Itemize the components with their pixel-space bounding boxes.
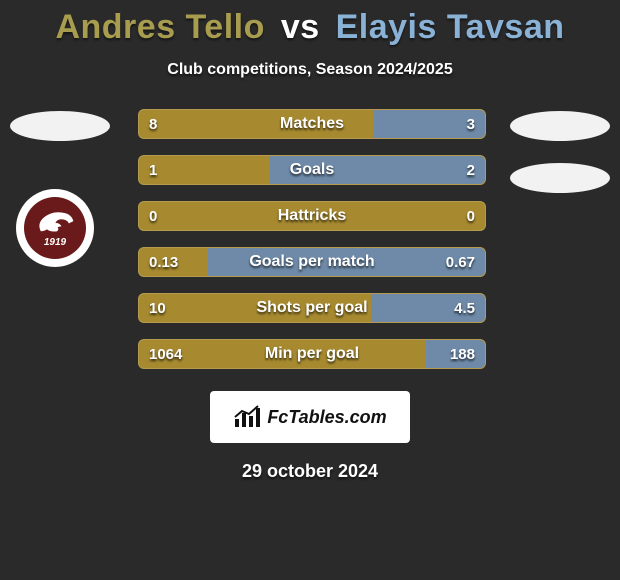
- date-label: 29 october 2024: [0, 461, 620, 482]
- stat-fill-right: [374, 110, 485, 138]
- title-player2: Elayis Tavsan: [336, 8, 565, 46]
- stat-row: 104.5Shots per goal: [138, 293, 486, 323]
- player2-avatar-placeholder: [510, 111, 610, 141]
- stat-fill-right: [270, 156, 485, 184]
- stat-bars: 83Matches 12Goals 0 0Hattricks 0.130.67Goals…: [138, 109, 486, 385]
- horse-icon: [35, 209, 75, 235]
- stat-label: Hattricks: [139, 202, 485, 230]
- stat-value-left: 0: [149, 202, 157, 230]
- stat-value-left: 8: [149, 110, 157, 138]
- stat-row: 12Goals: [138, 155, 486, 185]
- player1-club-badge: 1919: [16, 189, 94, 267]
- stat-row: 1064188Min per goal: [138, 339, 486, 369]
- stat-value-left: 0.13: [149, 248, 178, 276]
- player2-club-placeholder: [510, 163, 610, 193]
- player1-avatar-placeholder: [10, 111, 110, 141]
- stat-fill-right: [371, 294, 485, 322]
- page-title: Andres Tello vs Elayis Tavsan: [0, 0, 620, 47]
- stat-value-right: 0: [467, 202, 475, 230]
- club-badge-year: 1919: [44, 237, 66, 248]
- stat-value-left: 1: [149, 156, 157, 184]
- brand-box: FcTables.com: [210, 391, 410, 443]
- stat-row: 0.130.67Goals per match: [138, 247, 486, 277]
- comparison-stage: 1919 83Matches 12Goals 0 0Hattricks 0.130.67…: [0, 109, 620, 385]
- stat-row: 0 0Hattricks: [138, 201, 486, 231]
- club-badge-inner: 1919: [24, 197, 86, 259]
- stat-row: 83Matches: [138, 109, 486, 139]
- subtitle: Club competitions, Season 2024/2025: [0, 61, 620, 79]
- stat-value-left: 1064: [149, 340, 182, 368]
- stat-fill-right: [426, 340, 485, 368]
- brand-text: FcTables.com: [267, 407, 386, 428]
- title-vs: vs: [281, 8, 320, 46]
- stat-fill-right: [208, 248, 485, 276]
- title-player1: Andres Tello: [55, 8, 264, 46]
- stat-value-left: 10: [149, 294, 166, 322]
- bar-chart-icon: [233, 405, 261, 429]
